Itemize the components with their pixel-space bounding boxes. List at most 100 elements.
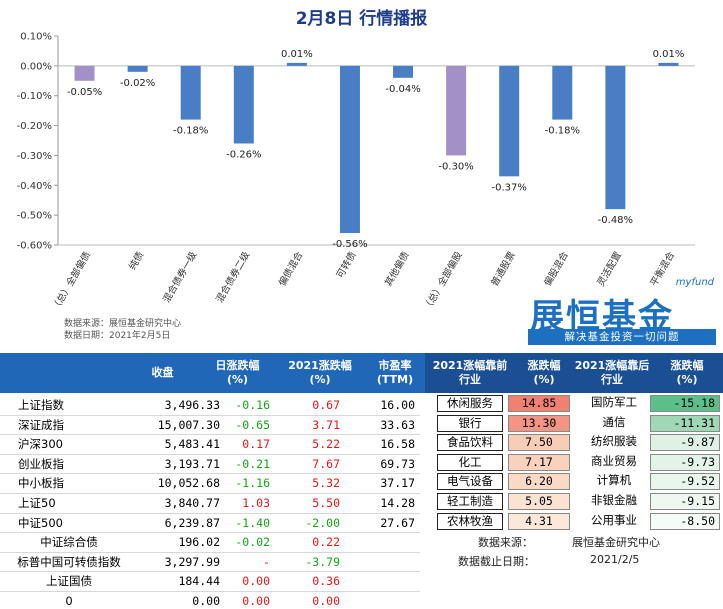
index-name: 上证国债 [46, 574, 92, 589]
index-pe [360, 593, 415, 609]
index-pe [360, 573, 415, 589]
data-label: -0.04% [385, 84, 420, 95]
data-label: 0.01% [281, 49, 313, 60]
chart-source-line: 数据来源：展恒基金研究中心 [64, 319, 182, 329]
table-header-cell: 涨跌幅 (%) [515, 353, 573, 393]
top-industry-name: 休闲服务 [437, 395, 503, 412]
row-separator [0, 571, 420, 573]
footer-source-value: 展恒基金研究中心 [572, 536, 660, 549]
row-separator [0, 493, 420, 494]
bottom-industry-value: -9.87 [650, 434, 720, 452]
index-pe: 27.67 [380, 515, 415, 530]
index-ytd-change: -3.79 [305, 554, 340, 569]
table-header-cell: 涨跌幅 (%) [651, 353, 723, 393]
data-label: -0.02% [120, 78, 155, 89]
bottom-industry-name: 通信 [602, 414, 626, 429]
index-pe: 16.58 [380, 437, 415, 452]
index-name: 中小板指 [18, 476, 64, 491]
row-separator [0, 532, 420, 534]
index-name: 沪深300 [18, 437, 63, 452]
bar [552, 65, 573, 120]
index-ytd-change: 0.00 [312, 594, 340, 608]
data-label: -0.18% [173, 126, 208, 137]
footer-source-label: 数据来源： [478, 536, 533, 549]
bar [446, 65, 467, 156]
index-day-change: 0.00 [242, 574, 270, 589]
x-tick-label: 混合债券二级 [213, 249, 252, 305]
index-close: 3,193.71 [164, 456, 220, 471]
index-close: 3,496.33 [164, 398, 220, 412]
bar-chart: 0.10% 0.00% -0.10% -0.20% -0.30% -0.40% -0.50%… [17, 32, 695, 313]
table-header-blank [0, 353, 125, 393]
bar [233, 65, 254, 144]
index-name: 上证指数 [18, 398, 64, 412]
bottom-industry-value: -11.31 [650, 414, 720, 432]
bottom-industry-name: 国防军工 [591, 395, 637, 409]
y-tick-label: -0.10% [17, 91, 52, 102]
row-separator [0, 591, 420, 592]
bottom-industry-value: -15.18 [650, 395, 720, 412]
bar [180, 65, 201, 120]
bar [393, 65, 414, 78]
index-day-change: 0.00 [242, 594, 270, 608]
index-close: 10,052.68 [157, 476, 220, 491]
bottom-industry-name: 计算机 [596, 473, 632, 488]
bar [605, 65, 626, 210]
y-tick-label: -0.30% [17, 151, 52, 162]
index-day-change: - [263, 554, 270, 569]
index-pe: 16.00 [380, 398, 415, 412]
x-tick-label: 混合债券一级 [160, 249, 199, 305]
data-label: -0.18% [545, 126, 580, 137]
top-industry-name: 轻工制造 [437, 493, 503, 510]
x-tick-label: 其他偏债 [382, 249, 412, 288]
bar [286, 62, 307, 66]
index-pe [360, 534, 415, 550]
bottom-industry-name: 纺织服装 [591, 434, 637, 449]
market-table: 收盘 日涨跌幅 (%) 2021涨跌幅 (%) 市盈率 (TTM) 2021涨幅靠前 行… [0, 353, 723, 608]
chart-date-line: 数据日期：2021年2月5日 [64, 331, 171, 341]
index-day-change: -0.65 [235, 417, 270, 432]
index-name: 标普中国可转债指数 [17, 554, 121, 569]
bottom-industry-value: -9.52 [650, 473, 720, 491]
index-pe: 37.17 [380, 476, 415, 491]
top-industry-value: 7.50 [508, 434, 570, 452]
x-tick-label: （总）全部偏债 [49, 249, 93, 313]
index-day-change: -1.16 [235, 476, 270, 491]
bar [127, 65, 148, 72]
logo-myfund-text: myfund [675, 277, 714, 288]
y-tick-label: -0.20% [17, 121, 52, 132]
index-pe: 14.28 [380, 496, 415, 510]
data-label: -0.26% [226, 149, 261, 160]
index-day-change: -0.21 [235, 456, 270, 471]
row-separator [0, 414, 420, 416]
top-industry-name: 化工 [437, 453, 503, 471]
index-close: 184.44 [178, 574, 220, 589]
data-label: -0.30% [438, 161, 473, 172]
index-pe: 33.63 [380, 417, 415, 432]
index-day-change: -0.16 [235, 398, 270, 412]
index-name: 创业板指 [18, 456, 64, 471]
top-industry-value: 14.85 [508, 395, 570, 412]
data-label: 0.01% [653, 49, 685, 60]
chart-source-note: 数据来源：展恒基金研究中心 数据日期：2021年2月5日 [64, 318, 181, 342]
row-separator [0, 434, 420, 436]
index-name: 中证综合债 [40, 535, 98, 550]
index-close: 6,239.87 [164, 515, 220, 530]
row-separator [0, 453, 420, 455]
index-close: 5,483.41 [164, 437, 220, 452]
index-day-change: -0.02 [235, 535, 270, 550]
bar [339, 65, 360, 234]
index-ytd-change: 3.71 [312, 417, 340, 432]
top-industry-value: 13.30 [508, 414, 570, 432]
index-close: 196.02 [178, 535, 220, 550]
top-industry-value: 4.31 [508, 512, 570, 530]
chart-area: 0.10% 0.00% -0.10% -0.20% -0.30% -0.40% -0.50%… [17, 9, 716, 345]
y-tick-label: -0.50% [17, 211, 52, 222]
top-industry-value: 7.17 [508, 453, 570, 471]
index-close: 3,297.99 [164, 554, 220, 569]
index-name: 0 [65, 594, 73, 608]
y-tick-label: -0.60% [17, 241, 52, 252]
index-close: 15,007.30 [157, 417, 220, 432]
chart-title: 2月8日 行情播报 [295, 9, 428, 29]
x-tick-label: 偏债混合 [276, 249, 306, 288]
